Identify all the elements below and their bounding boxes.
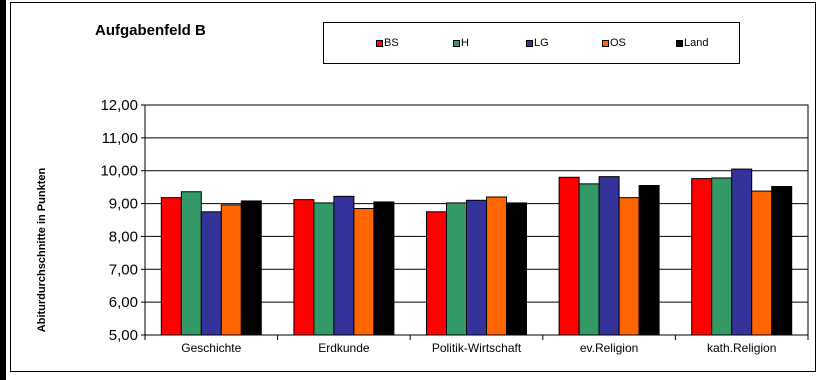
legend-swatch-bs <box>376 39 383 47</box>
bar-h-3 <box>578 183 600 336</box>
x-tick-label: Geschichte <box>181 341 241 355</box>
legend-label-lg: LG <box>534 37 549 49</box>
legend-label-os: OS <box>610 37 626 49</box>
bar-bs-2 <box>426 211 447 336</box>
bar-land-3 <box>638 185 660 336</box>
bar-bs-4 <box>691 178 713 336</box>
bar-h-2 <box>446 202 467 336</box>
legend-swatch-os <box>602 39 609 47</box>
y-tick-label: 8,00 <box>109 228 138 245</box>
left-edge-bar <box>0 0 6 380</box>
chart-title: Aufgabenfeld B <box>95 22 206 39</box>
legend-swatch-h <box>453 39 460 47</box>
bar-land-0 <box>240 200 262 336</box>
bar-h-4 <box>711 177 733 336</box>
legend-swatch-land <box>676 39 683 47</box>
legend-label-bs: BS <box>384 37 399 49</box>
bar-land-2 <box>506 202 527 336</box>
bar-lg-4 <box>731 168 753 336</box>
bar-lg-3 <box>598 176 620 336</box>
legend-item-os: OS <box>602 37 626 49</box>
legend-item-lg: LG <box>526 37 549 49</box>
x-tick-label: kath.Religion <box>707 341 776 355</box>
y-tick-label: 6,00 <box>109 294 138 311</box>
y-tick-label: 7,00 <box>109 261 138 278</box>
bar-os-1 <box>353 208 375 336</box>
legend-item-land: Land <box>676 37 708 49</box>
x-tick-label: ev.Religion <box>580 341 638 355</box>
y-tick-label: 12,00 <box>100 97 138 114</box>
legend-item-bs: BS <box>376 37 399 49</box>
x-tick-label: Erdkunde <box>318 341 370 355</box>
bar-bs-1 <box>293 199 315 336</box>
bar-os-2 <box>486 196 507 336</box>
y-tick-label: 10,00 <box>100 163 138 180</box>
bar-lg-1 <box>333 195 355 336</box>
bar-os-4 <box>751 190 773 336</box>
bar-bs-3 <box>558 176 580 336</box>
bar-lg-0 <box>200 211 222 336</box>
y-tick-label: 5,00 <box>109 327 138 344</box>
bar-bs-0 <box>160 197 182 336</box>
y-tick-label: 11,00 <box>102 130 138 147</box>
legend-swatch-lg <box>526 39 533 47</box>
legend-label-land: Land <box>684 37 709 49</box>
bar-lg-2 <box>466 199 487 336</box>
bar-land-1 <box>373 201 395 336</box>
chart-legend: BS H LG OS Land <box>323 22 740 64</box>
y-tick-label: 9,00 <box>109 196 138 213</box>
x-tick-label: Politik-Wirtschaft <box>432 341 522 355</box>
bar-land-4 <box>771 185 793 336</box>
bar-h-1 <box>313 202 335 336</box>
bar-os-3 <box>618 197 640 336</box>
legend-item-h: H <box>453 37 469 49</box>
bar-os-0 <box>220 204 242 336</box>
legend-label-h: H <box>461 37 469 49</box>
bar-h-0 <box>180 191 202 336</box>
